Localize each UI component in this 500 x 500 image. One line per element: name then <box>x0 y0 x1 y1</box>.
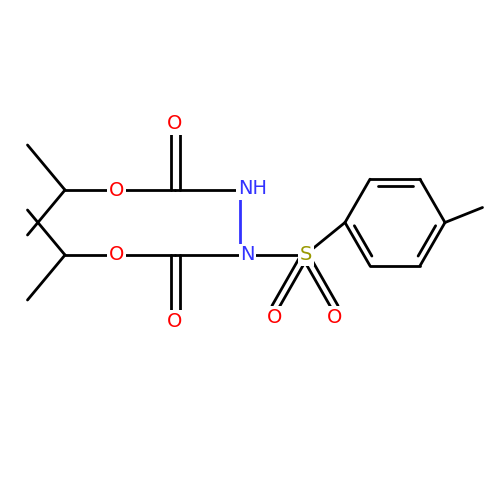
Text: N: N <box>240 246 255 264</box>
Text: O: O <box>168 312 182 331</box>
Text: O: O <box>109 180 124 200</box>
Text: O: O <box>268 308 282 327</box>
Text: S: S <box>300 246 312 264</box>
Text: NH: NH <box>238 180 267 199</box>
Text: O: O <box>328 308 342 327</box>
Text: O: O <box>109 246 124 264</box>
Text: O: O <box>168 114 182 133</box>
